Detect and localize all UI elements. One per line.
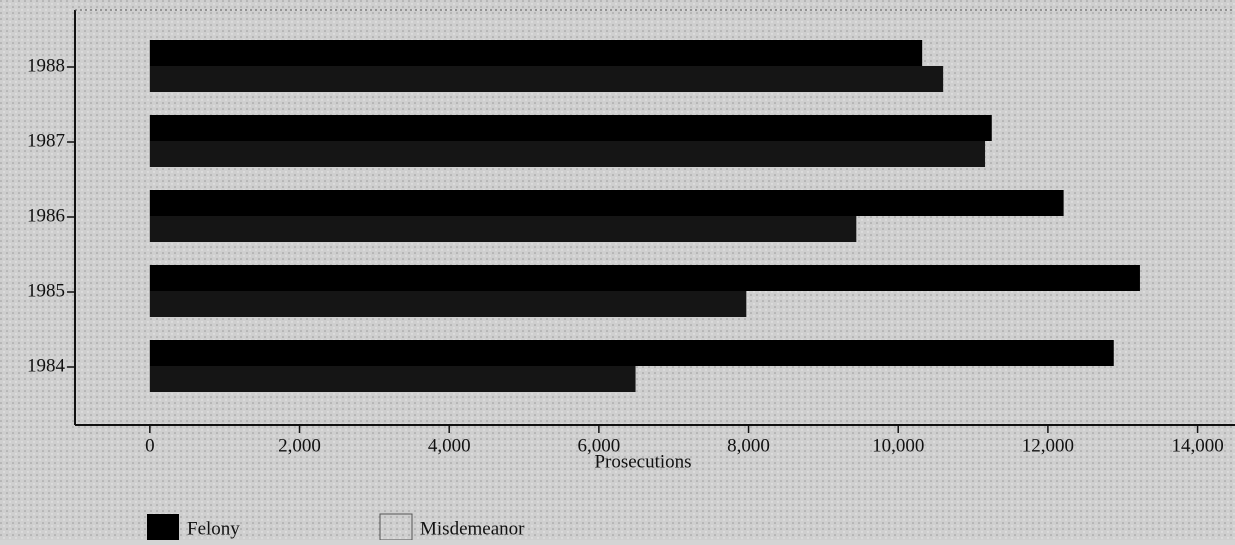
y-tick-label: 1988 <box>27 55 65 76</box>
bar <box>149 216 857 242</box>
legend-swatch <box>147 514 179 540</box>
x-tick-label: 6,000 <box>577 435 620 456</box>
x-tick-label: 0 <box>145 435 155 456</box>
y-tick-label: 1987 <box>27 130 65 151</box>
y-tick-label: 1984 <box>27 355 66 376</box>
y-tick-label: 1986 <box>27 205 65 226</box>
bar <box>149 190 1064 216</box>
x-axis-label: Prosecutions <box>594 451 691 472</box>
bar <box>149 366 636 392</box>
bar <box>149 115 992 141</box>
x-tick-label: 4,000 <box>428 435 471 456</box>
legend-label: Felony <box>187 518 240 539</box>
x-tick-label: 14,000 <box>1171 435 1223 456</box>
bar <box>149 141 986 167</box>
legend-swatch <box>379 513 413 541</box>
bar <box>149 40 923 66</box>
x-tick-label: 12,000 <box>1022 435 1074 456</box>
bar <box>149 340 1114 366</box>
x-tick-label: 2,000 <box>278 435 321 456</box>
x-tick-label: 8,000 <box>727 435 770 456</box>
x-tick-label: 10,000 <box>872 435 924 456</box>
legend-label: Misdemeanor <box>420 518 525 539</box>
bar <box>149 291 747 317</box>
y-tick-label: 1985 <box>27 280 65 301</box>
bar <box>149 265 1140 291</box>
bar <box>149 66 944 92</box>
